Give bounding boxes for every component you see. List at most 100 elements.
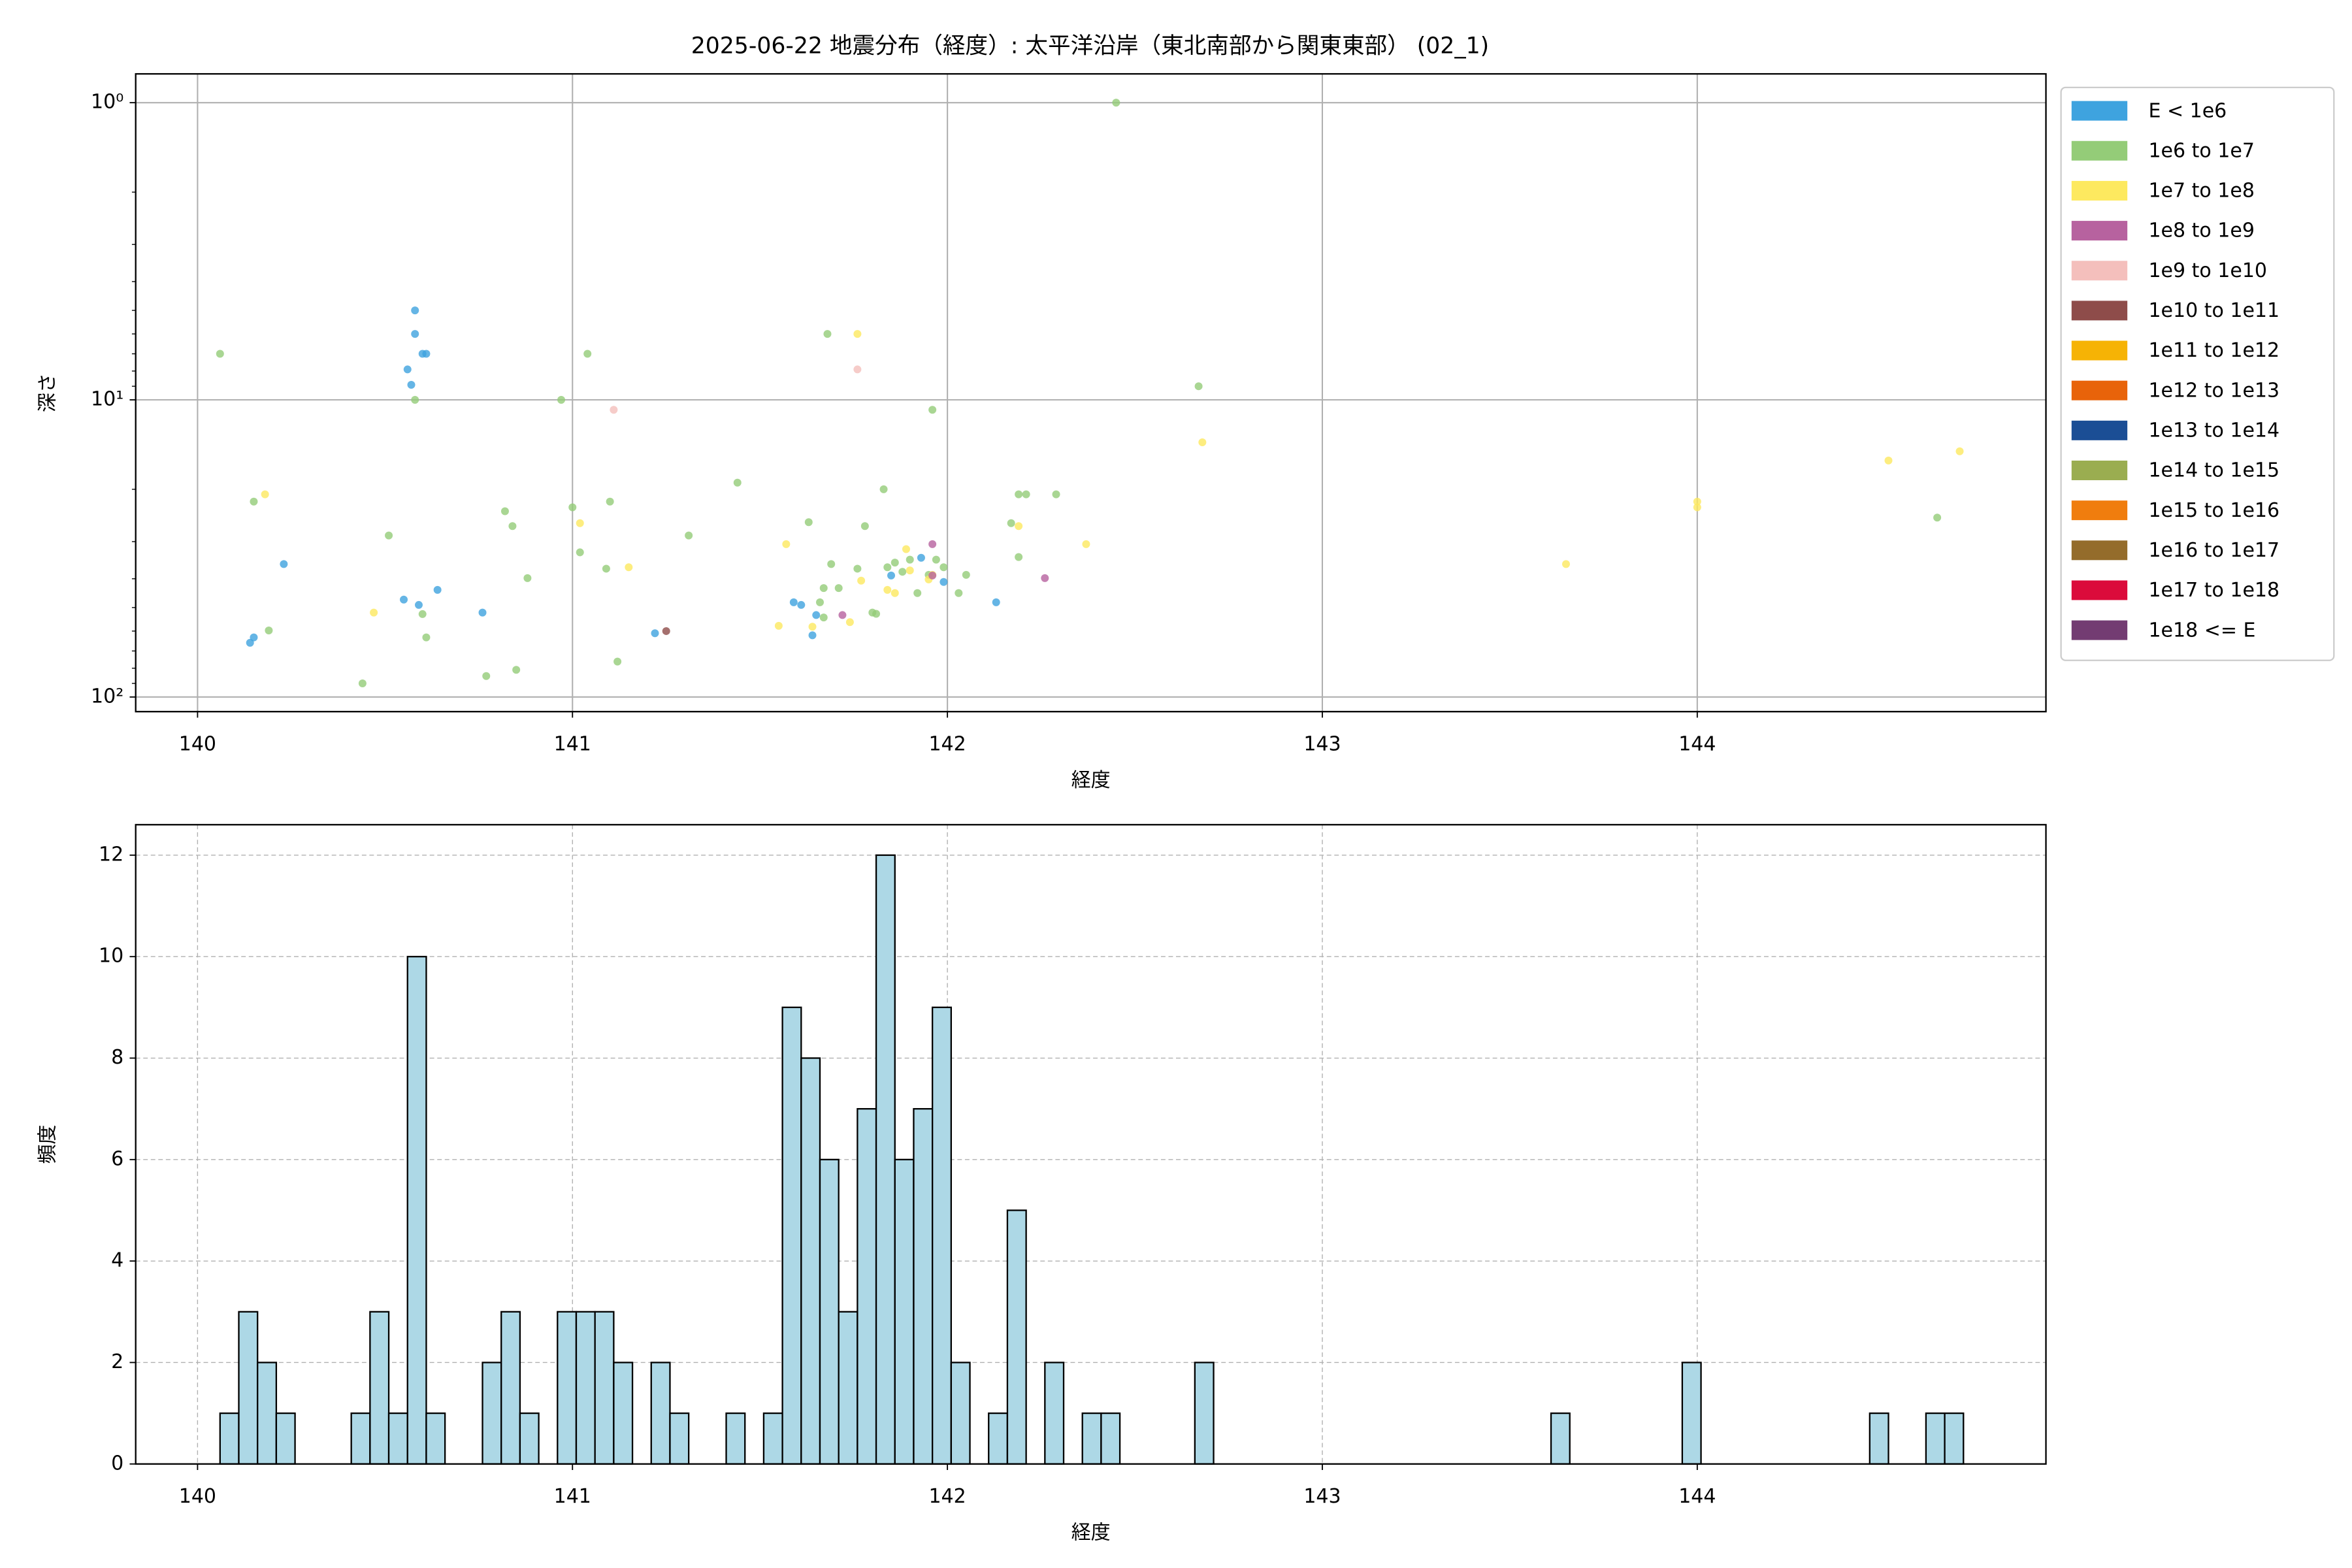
histogram-bar	[1925, 1412, 1946, 1465]
y-tick-label: 10	[99, 945, 123, 968]
scatter-point	[808, 623, 817, 631]
scatter-point	[823, 330, 832, 338]
scatter-point	[879, 485, 888, 493]
scatter-point	[782, 540, 791, 548]
scatter-point	[883, 585, 892, 594]
histogram-bar	[350, 1412, 371, 1465]
scatter-point	[358, 679, 367, 688]
histogram-bar	[557, 1311, 578, 1465]
scatter-point	[385, 531, 393, 540]
scatter-point	[216, 350, 224, 358]
histogram-bar	[1681, 1362, 1702, 1465]
scatter-point	[685, 531, 693, 540]
scatter-point	[482, 672, 491, 680]
scatter-point	[280, 560, 288, 568]
scatter-point	[812, 611, 821, 619]
scatter-point	[1007, 519, 1015, 527]
legend-swatch	[2071, 380, 2128, 400]
scatter-point	[834, 584, 843, 593]
legend-swatch	[2071, 180, 2128, 201]
histogram-bar	[1081, 1412, 1102, 1465]
histogram-bar	[425, 1412, 446, 1465]
legend-swatch	[2071, 101, 2128, 121]
legend-swatch	[2071, 420, 2128, 440]
x-tick-label: 141	[554, 1485, 591, 1508]
histogram-bar	[594, 1311, 615, 1465]
legend-swatch	[2071, 620, 2128, 640]
histogram-bar	[1006, 1209, 1027, 1465]
scatter-point	[422, 633, 431, 642]
scatter-point	[906, 555, 914, 564]
scatter-point	[890, 559, 899, 567]
scatter-point	[576, 519, 584, 527]
legend-swatch	[2071, 340, 2128, 361]
scatter-point	[512, 666, 521, 674]
legend-label: 1e15 to 1e16	[2148, 499, 2279, 522]
x-tick-label: 142	[928, 1485, 966, 1508]
scatter-point	[1052, 490, 1060, 498]
scatter-point	[827, 560, 836, 568]
scatter-point	[906, 566, 914, 575]
scatter-point	[887, 571, 896, 580]
scatter-point	[774, 621, 783, 630]
scatter-point	[523, 574, 532, 582]
scatter-point	[613, 657, 622, 666]
histogram-bar	[387, 1412, 408, 1465]
histogram-bar	[519, 1412, 540, 1465]
histogram-bar	[762, 1412, 783, 1465]
legend-label: 1e17 to 1e18	[2148, 579, 2279, 602]
legend-label: 1e13 to 1e14	[2148, 419, 2279, 442]
scatter-point	[576, 548, 584, 557]
scatter-point	[1082, 540, 1090, 548]
legend-label: 1e11 to 1e12	[2148, 339, 2279, 362]
histogram-bar	[819, 1158, 840, 1465]
scatter-point	[250, 633, 258, 642]
histogram-bar	[238, 1311, 259, 1465]
axes-frame	[135, 824, 2047, 1465]
scatter-point	[819, 613, 828, 622]
histogram-bar	[669, 1412, 690, 1465]
scatter-point	[403, 365, 412, 374]
scatter-point	[508, 522, 517, 531]
scatter-point	[662, 627, 670, 635]
scatter-point	[610, 406, 618, 414]
scatter-point	[804, 518, 813, 527]
scatter-point	[625, 563, 633, 572]
scatter-point	[418, 610, 427, 618]
scatter-point	[808, 631, 817, 640]
legend-label: 1e16 to 1e17	[2148, 539, 2279, 562]
scatter-point	[583, 350, 592, 358]
scatter-point	[370, 608, 378, 617]
x-tick-label: 143	[1303, 733, 1341, 756]
scatter-point	[853, 564, 862, 573]
scatter-point	[1198, 438, 1207, 447]
x-tick-label: 141	[554, 733, 591, 756]
y-tick-label: 10²	[91, 685, 123, 708]
histogram-bar	[1869, 1412, 1889, 1465]
histogram-bar	[575, 1311, 596, 1465]
legend-label: 1e14 to 1e15	[2148, 459, 2279, 482]
x-tick-label: 140	[179, 1485, 216, 1508]
legend-swatch	[2071, 301, 2128, 321]
histogram-bar	[219, 1412, 240, 1465]
scatter-point	[433, 585, 442, 594]
scatter-point	[1041, 574, 1049, 582]
scatter-point	[872, 610, 881, 618]
x-axis-label: 経度	[1071, 1521, 1111, 1544]
legend-label: E < 1e6	[2148, 99, 2227, 122]
scatter-point	[1693, 497, 1701, 506]
scatter-point	[1693, 503, 1701, 512]
y-tick-label: 0	[111, 1452, 123, 1475]
scatter-point	[928, 406, 937, 414]
scatter-point	[789, 598, 798, 606]
axes-frame	[135, 73, 2047, 713]
histogram-bar	[482, 1362, 502, 1465]
legend-swatch	[2071, 540, 2128, 561]
histogram-bar	[725, 1412, 746, 1465]
scatter-point	[883, 563, 892, 572]
legend-label: 1e8 to 1e9	[2148, 220, 2254, 242]
y-tick-label: 10⁰	[91, 91, 123, 114]
histogram-bar	[1044, 1362, 1065, 1465]
scatter-point	[411, 396, 419, 404]
